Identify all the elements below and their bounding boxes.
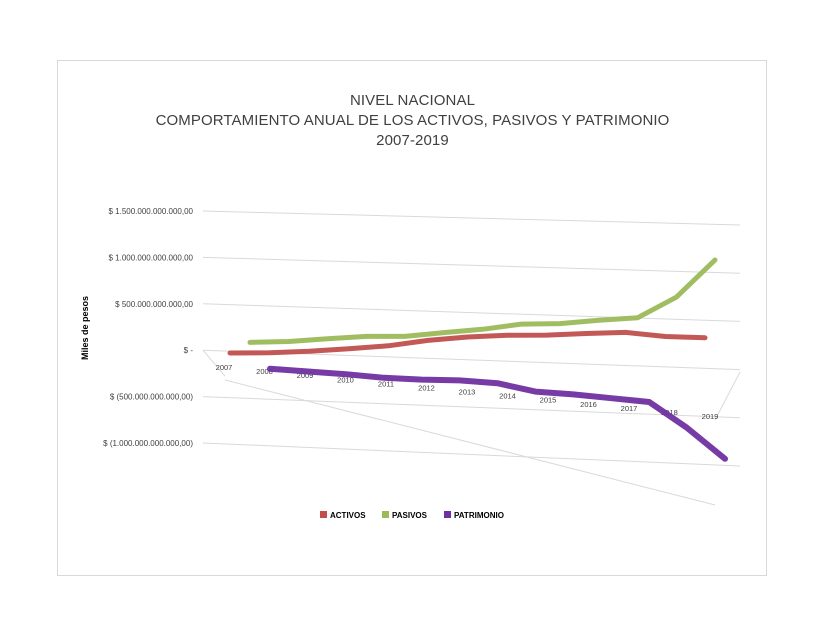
x-tick-label: 2014 (499, 392, 516, 401)
gridline (202, 210, 741, 226)
x-tick-label: 2019 (702, 412, 719, 421)
x-tick-label: 2017 (621, 404, 638, 413)
y-tick-label: $ 500.000.000.000,00 (115, 300, 193, 309)
y-tick-label: $ (500.000.000.000,00) (110, 393, 194, 402)
chart-title-line-2: COMPORTAMIENTO ANUAL DE LOS ACTIVOS, PAS… (155, 112, 670, 129)
x-tick-label: 2007 (216, 363, 233, 372)
chart-title-line-1: NIVEL NACIONAL (349, 92, 476, 109)
x-tick-label: 2015 (540, 396, 557, 405)
y-tick-label: $ 1.500.000.000.000,00 (108, 207, 193, 216)
legend-swatch (444, 511, 451, 518)
x-tick-label: 2011 (378, 379, 394, 388)
x-tick-label: 2010 (337, 375, 354, 384)
floor-edge (202, 349, 226, 377)
x-tick-label: 2009 (297, 371, 314, 380)
floor-edge (224, 379, 716, 506)
series-line-pasivos (247, 257, 718, 345)
gridline (202, 256, 741, 274)
y-tick-label: $ 1.000.000.000.000,00 (108, 253, 193, 262)
gridline (202, 442, 741, 467)
x-tick-label: 2012 (418, 383, 435, 392)
y-tick-label: $ (1.000.000.000.000,00) (103, 439, 193, 448)
legend-label: PATRIMONIO (454, 511, 504, 520)
floor-edge (714, 371, 741, 421)
y-tick-label: $ - (184, 346, 194, 355)
gridline (202, 303, 741, 322)
y-axis-label: Miles de pesos (80, 296, 90, 360)
chart-title-line-3: 2007-2019 (376, 132, 449, 149)
legend-label: PASIVOS (392, 511, 428, 520)
x-tick-label: 2008 (256, 367, 273, 376)
gridline (202, 396, 741, 419)
legend-label: ACTIVOS (330, 511, 366, 520)
x-tick-label: 2013 (459, 388, 476, 397)
legend-swatch (382, 511, 389, 518)
legend-swatch (320, 511, 327, 518)
series-line-patrimonio (267, 365, 728, 462)
x-tick-label: 2016 (580, 400, 597, 409)
series-line-activos (227, 329, 708, 356)
